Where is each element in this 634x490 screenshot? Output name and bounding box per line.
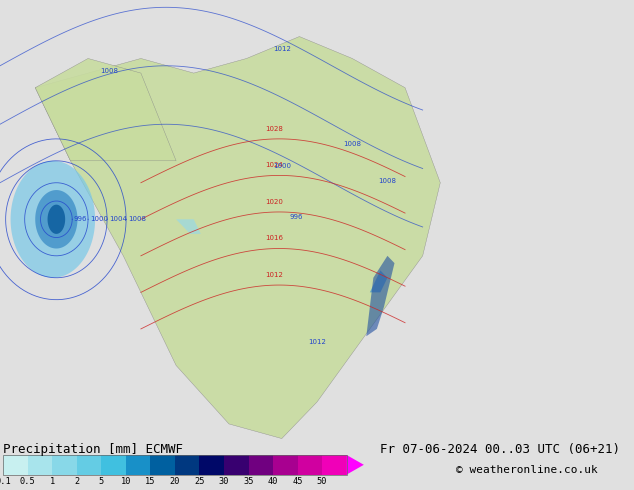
Text: 1000: 1000	[273, 163, 291, 169]
Text: 1024: 1024	[266, 162, 283, 168]
Polygon shape	[11, 161, 95, 278]
Text: 1: 1	[49, 477, 55, 486]
Text: 25: 25	[194, 477, 205, 486]
Text: 1012: 1012	[273, 46, 291, 52]
Bar	[150, 455, 175, 474]
Text: 35: 35	[243, 477, 254, 486]
Polygon shape	[48, 205, 65, 234]
Text: 1004: 1004	[109, 216, 127, 222]
Bar	[249, 455, 273, 474]
Text: 15: 15	[145, 477, 155, 486]
Text: 1012: 1012	[308, 339, 326, 344]
Bar	[3, 455, 28, 474]
Polygon shape	[176, 220, 201, 234]
Polygon shape	[36, 37, 440, 439]
Bar	[297, 455, 322, 474]
Text: 1012: 1012	[266, 272, 283, 278]
Text: Precipitation [mm] ECMWF: Precipitation [mm] ECMWF	[3, 442, 183, 456]
Text: 1008: 1008	[378, 178, 396, 184]
Polygon shape	[36, 190, 77, 248]
Text: 996: 996	[74, 216, 87, 222]
Text: 30: 30	[219, 477, 230, 486]
Bar	[224, 455, 249, 474]
Bar	[126, 455, 150, 474]
Bar	[101, 455, 126, 474]
Bar	[273, 455, 297, 474]
Text: © weatheronline.co.uk: © weatheronline.co.uk	[456, 466, 598, 475]
Text: 1008: 1008	[100, 68, 118, 74]
Text: 10: 10	[120, 477, 131, 486]
Text: Fr 07-06-2024 00..03 UTC (06+21): Fr 07-06-2024 00..03 UTC (06+21)	[380, 442, 621, 456]
Text: 0.5: 0.5	[20, 477, 36, 486]
Text: 996: 996	[289, 214, 302, 220]
Text: 0.1: 0.1	[0, 477, 11, 486]
Polygon shape	[366, 256, 394, 336]
Bar	[28, 455, 52, 474]
Text: 50: 50	[317, 477, 327, 486]
Text: 2: 2	[74, 477, 79, 486]
Polygon shape	[36, 58, 176, 161]
Text: 1008: 1008	[128, 216, 146, 222]
Polygon shape	[370, 270, 387, 293]
Text: 1000: 1000	[90, 216, 108, 222]
Text: 1008: 1008	[343, 141, 361, 147]
Bar	[175, 455, 200, 474]
Bar	[52, 455, 77, 474]
Text: 1020: 1020	[266, 199, 283, 205]
Text: 45: 45	[292, 477, 303, 486]
Bar	[200, 455, 224, 474]
Bar	[3, 455, 347, 474]
Text: 1016: 1016	[265, 235, 283, 241]
Bar	[322, 455, 347, 474]
Bar	[77, 455, 101, 474]
Text: 20: 20	[170, 477, 180, 486]
Text: 5: 5	[99, 477, 104, 486]
Text: 40: 40	[268, 477, 278, 486]
Text: 1028: 1028	[266, 125, 283, 132]
Polygon shape	[347, 455, 364, 474]
